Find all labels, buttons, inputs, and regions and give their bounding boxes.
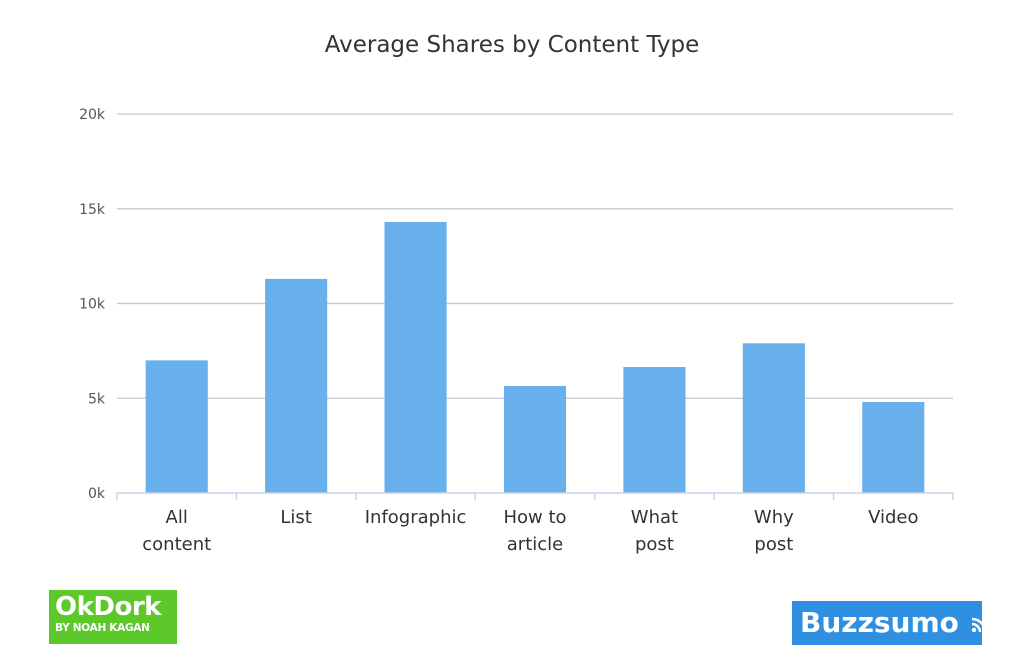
buzzsumo-logo: Buzzsumo xyxy=(792,601,986,645)
x-tick-label: Infographic xyxy=(365,507,467,528)
buzzsumo-logo-text: Buzzsumo xyxy=(800,606,959,639)
y-tick-label: 15k xyxy=(79,202,106,218)
y-tick-label: 20k xyxy=(79,107,106,123)
bar xyxy=(742,343,805,493)
x-tick-label: All content xyxy=(142,507,211,555)
bar xyxy=(503,385,567,493)
chart-title: Average Shares by Content Type xyxy=(324,32,700,58)
x-tick-label: What post xyxy=(631,507,678,555)
bar xyxy=(384,222,447,493)
bar-chart: 0k 5k 10k 15k 20k All content List Infographic H… xyxy=(79,107,954,555)
x-tick-label: Video xyxy=(868,507,918,528)
bar xyxy=(862,402,925,493)
okdork-logo-main: OkDork xyxy=(55,592,161,622)
gridlines xyxy=(117,113,953,399)
y-axis-ticks: 0k 5k 10k 15k 20k xyxy=(79,107,106,502)
x-tick-label: List xyxy=(280,507,311,528)
signal-icon xyxy=(971,617,986,633)
bar xyxy=(265,278,328,493)
bar xyxy=(623,366,686,493)
bar xyxy=(145,360,208,493)
okdork-logo: OkDork BY NOAH KAGAN xyxy=(49,590,177,644)
x-tick-label: How to article xyxy=(503,507,566,555)
y-tick-label: 5k xyxy=(88,391,106,407)
x-axis-labels: All content List Infographic How to article Wh… xyxy=(142,507,918,555)
x-axis xyxy=(116,492,954,500)
y-tick-label: 10k xyxy=(79,297,106,313)
okdork-logo-sub: BY NOAH KAGAN xyxy=(55,622,150,634)
x-tick-label: Why post xyxy=(754,507,794,555)
bars xyxy=(145,222,925,493)
y-tick-label: 0k xyxy=(88,486,106,502)
